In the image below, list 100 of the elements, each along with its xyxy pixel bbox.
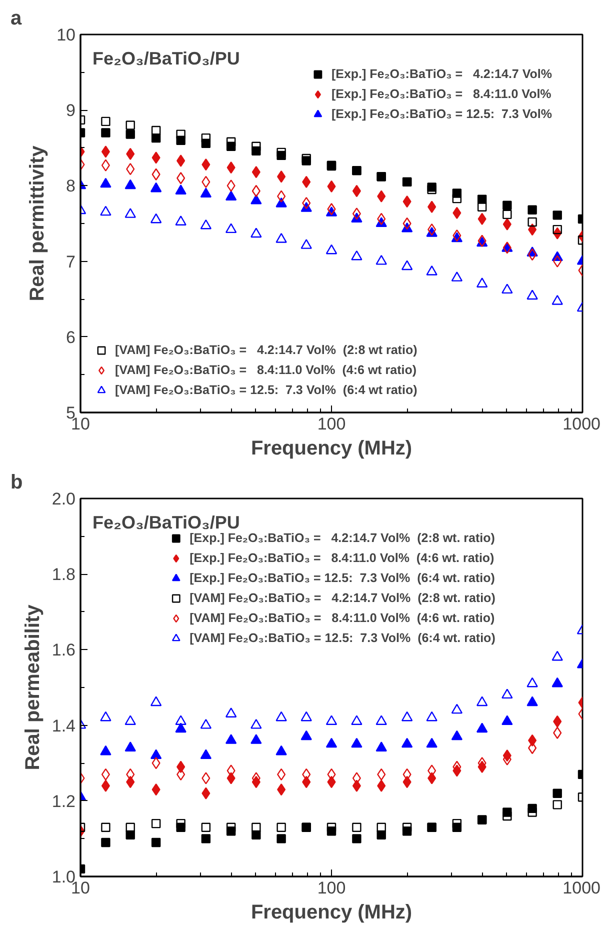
point [175,184,186,194]
point [276,822,286,832]
point [452,194,462,204]
y-tick-label: 7 [66,252,76,272]
point [225,223,237,234]
point [502,200,512,210]
point [502,715,513,726]
point [176,154,186,167]
point [528,205,537,214]
point [200,718,212,729]
point [552,788,562,798]
point [552,210,562,220]
point [176,172,186,184]
legend-label: [VAM] Fe₂O₃:BaTiO₃ = 12.5: 7.3 Vol% (6:4 wt ratio) [115,383,418,397]
point [175,715,186,726]
point [250,718,262,729]
point [201,133,211,143]
point [150,213,162,224]
point [351,715,362,726]
x-axis-title: Frequency (MHz) [250,438,412,460]
point [502,688,513,699]
legend-label: [Exp.] Fe₂O₃:BaTiO₃ = 4.2:14.7 Vol% [331,67,552,81]
point [200,219,212,230]
point [276,745,287,756]
point [526,696,538,706]
point [526,677,538,688]
point [476,696,488,706]
x-axis-title: Frequency (MHz) [250,902,412,924]
point [101,780,110,792]
point [101,838,110,848]
legend-label: [VAM] Fe₂O₃:BaTiO₃ = 4.2:14.7 Vol% (2:8 wt. ratio) [190,591,496,605]
point [175,722,186,733]
point [526,290,538,300]
point [276,834,286,844]
y-tick-label: 1.8 [52,565,76,584]
point [451,272,463,282]
point [401,738,413,748]
point [150,749,162,760]
point [476,722,488,733]
text: Fe₂O₃/BaTiO₃/PU [92,512,240,532]
point [326,715,338,726]
point [426,266,438,276]
point [151,838,161,848]
point [225,190,237,201]
point [276,197,287,208]
point [502,210,512,220]
point [250,194,262,204]
point [528,808,537,817]
point [101,116,110,126]
point [175,216,186,226]
legend-label: [Exp.] Fe₂O₃:BaTiO₃ = 8.4:11.0 Vol% [331,87,552,101]
point [100,178,112,188]
point [302,154,311,164]
point [352,822,362,832]
point [402,822,412,832]
point [276,711,287,722]
point [552,650,563,661]
point [377,780,386,792]
point [277,190,286,202]
point [451,704,463,714]
point [252,822,261,832]
legend-label: [Exp.] Fe₂O₃:BaTiO₃ = 4.2:14.7 Vol% (2:8 wt. ratio) [190,531,495,545]
legend-label: [VAM] Fe₂O₃:BaTiO₃ = 8.4:11.0 Vol% (4:6 wt. ratio) [190,611,495,625]
point [377,190,386,202]
point [376,254,387,265]
point [401,711,413,722]
point [200,188,212,198]
point [300,711,312,722]
point [352,780,361,792]
point [326,822,336,832]
y-tick-label: 6 [66,328,76,347]
point [101,159,110,172]
legend-label: [Exp.] Fe₂O₃:BaTiO₃ = 12.5: 7.3 Vol% (6:4 wt. ratio) [190,571,495,585]
y-axis-title: Real permittivity [26,144,49,302]
point [200,749,212,760]
chart-title: a [10,8,22,30]
point [552,677,563,688]
point [152,152,160,164]
point [426,711,438,722]
chart-title: b [10,472,23,494]
y-tick-label: 1.2 [52,792,76,811]
y-tick-label: 1.4 [52,716,76,736]
point [376,742,387,752]
legend-label: [VAM] Fe₂O₃:BaTiO₃ = 12.5: 7.3 Vol% (6:4 wt. ratio) [190,631,496,645]
point [126,822,135,832]
legend-label: [Exp.] Fe₂O₃:BaTiO₃ = 8.4:11.0 Vol% (4:6 wt. ratio) [190,551,494,565]
point [352,208,361,220]
point [225,734,237,744]
x-tick-label: 1000 [562,878,601,898]
point [376,822,386,832]
point [100,745,112,756]
point [552,294,563,305]
point [101,128,110,138]
point [300,239,312,249]
point [352,834,362,844]
point [250,734,262,744]
point [126,120,135,130]
y-tick-label: 10 [56,26,76,44]
point [376,715,387,726]
point [176,130,186,139]
